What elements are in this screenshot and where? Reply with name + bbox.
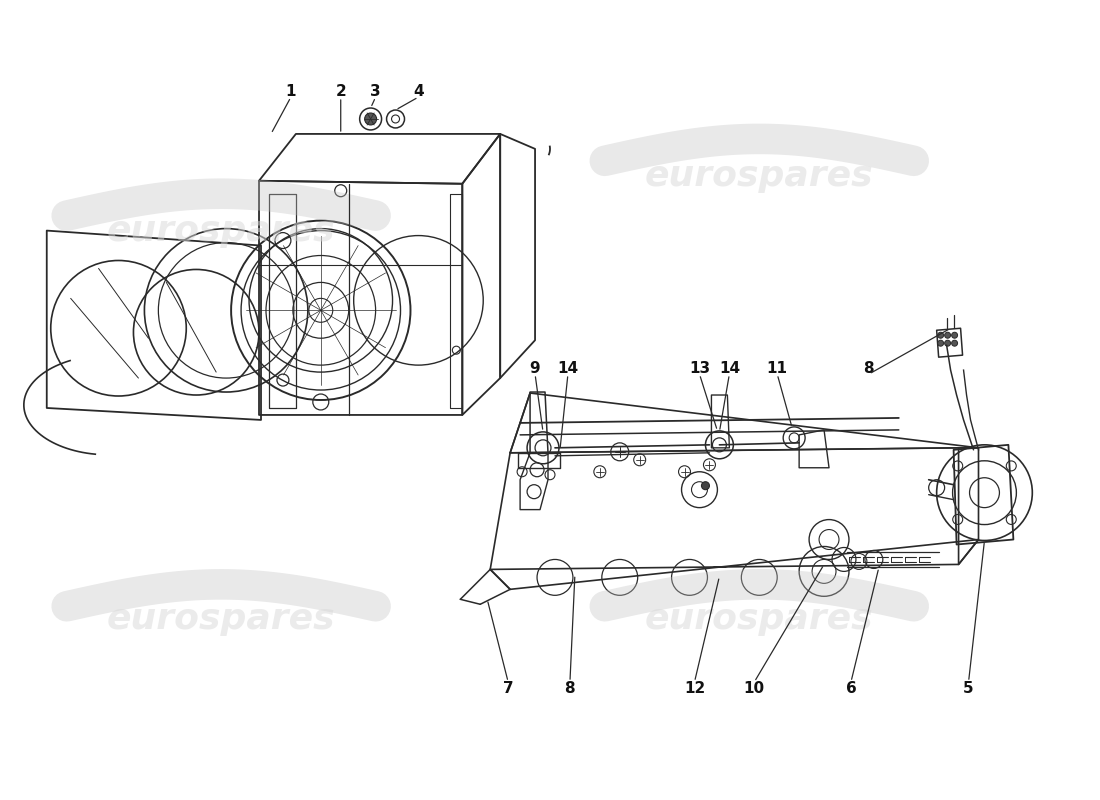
Text: 5: 5 xyxy=(964,682,974,697)
Text: 8: 8 xyxy=(564,682,575,697)
Text: 7: 7 xyxy=(503,682,514,697)
Circle shape xyxy=(952,340,958,346)
Circle shape xyxy=(952,332,958,338)
Text: 2: 2 xyxy=(336,83,346,98)
Circle shape xyxy=(937,340,944,346)
Circle shape xyxy=(945,332,950,338)
Text: 10: 10 xyxy=(744,682,764,697)
Text: 8: 8 xyxy=(864,361,874,376)
Text: eurospares: eurospares xyxy=(107,214,336,247)
Circle shape xyxy=(945,340,950,346)
Text: eurospares: eurospares xyxy=(107,602,336,636)
Text: 9: 9 xyxy=(530,361,540,376)
Circle shape xyxy=(702,482,710,490)
Circle shape xyxy=(364,113,376,125)
Circle shape xyxy=(937,332,944,338)
Text: 12: 12 xyxy=(684,682,705,697)
Text: 1: 1 xyxy=(286,83,296,98)
Text: eurospares: eurospares xyxy=(645,158,873,193)
Text: 11: 11 xyxy=(767,361,788,376)
Text: 14: 14 xyxy=(718,361,740,376)
Text: 4: 4 xyxy=(414,83,424,98)
Text: 14: 14 xyxy=(558,361,579,376)
Text: eurospares: eurospares xyxy=(645,602,873,636)
Text: 13: 13 xyxy=(689,361,710,376)
Text: 6: 6 xyxy=(846,682,856,697)
Text: 3: 3 xyxy=(371,83,381,98)
